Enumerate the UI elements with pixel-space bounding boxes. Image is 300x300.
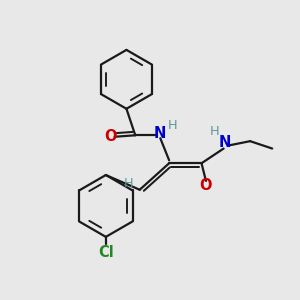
Text: Cl: Cl xyxy=(98,245,114,260)
Text: O: O xyxy=(200,178,212,193)
Text: O: O xyxy=(104,129,116,144)
Text: H: H xyxy=(210,125,220,138)
Text: H: H xyxy=(168,119,178,132)
Text: N: N xyxy=(219,135,231,150)
Text: H: H xyxy=(124,177,133,190)
Text: N: N xyxy=(154,126,167,141)
